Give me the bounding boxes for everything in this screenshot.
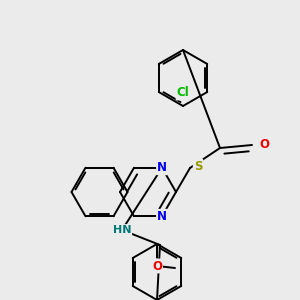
Text: O: O (259, 139, 269, 152)
Text: Cl: Cl (177, 86, 189, 100)
Text: N: N (157, 210, 167, 223)
Text: HN: HN (113, 225, 131, 235)
Text: S: S (194, 160, 202, 172)
Text: O: O (152, 260, 162, 272)
Text: N: N (157, 161, 167, 174)
